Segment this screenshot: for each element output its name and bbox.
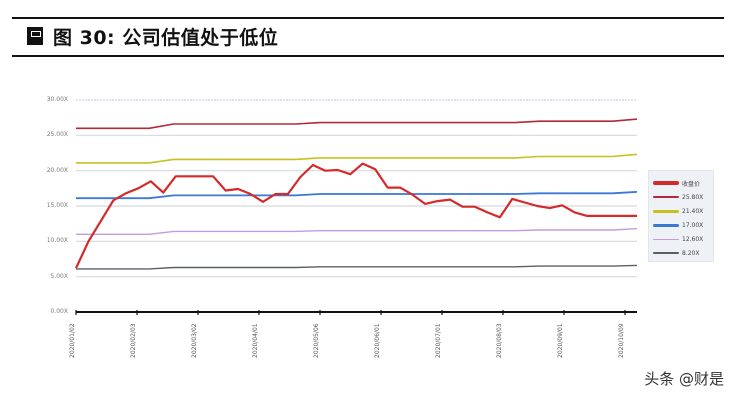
x-tick-label: 2020/08/03: [496, 323, 503, 358]
watermark: 头条 @财是: [644, 370, 724, 388]
y-tick-label: 20.00X: [46, 166, 68, 174]
figure-title: 图 30: 公司估值处于低位: [53, 23, 278, 50]
legend-item: 21.40X: [653, 204, 709, 218]
legend-swatch-icon: [653, 209, 679, 213]
chart-legend: 收盘价 25.80X 21.40X 17.00X 12.60X 8.20X: [648, 170, 714, 262]
legend-label: 12.60X: [682, 235, 704, 243]
title-top-rule: [12, 17, 724, 19]
title-bottom-rule: [12, 55, 724, 57]
series-line-pe-band: [76, 118, 638, 130]
series-line-close-price: [75, 162, 637, 269]
legend-item: 17.00X: [653, 218, 709, 232]
legend-item: 8.20X: [653, 246, 709, 260]
legend-swatch-icon: [653, 238, 679, 240]
legend-item: 12.60X: [653, 232, 709, 246]
figure-title-text: 公司估值处于低位: [122, 26, 279, 49]
y-tick-label: 25.00X: [46, 131, 68, 139]
x-tick-label: 2020/02/03: [130, 323, 137, 358]
x-tick-label: 2020/03/02: [191, 323, 198, 358]
legend-label: 收盘价: [682, 180, 701, 188]
x-tick-label: 2020/10/09: [618, 323, 625, 358]
figure-icon: [27, 27, 43, 45]
legend-swatch-icon: [653, 181, 679, 185]
legend-item: 收盘价: [653, 176, 709, 190]
x-tick-label: 2020/05/06: [313, 323, 320, 358]
figure-label: 图 30:: [53, 26, 116, 49]
series-line-pe-band: [76, 153, 638, 164]
series-line-pe-band: [76, 227, 638, 236]
legend-swatch-icon: [653, 196, 679, 198]
x-tick-label: 2020/09/01: [557, 323, 564, 358]
legend-item: 25.80X: [653, 190, 709, 204]
legend-swatch-icon: [653, 223, 679, 227]
legend-swatch-icon: [653, 252, 679, 254]
y-tick-label: 15.00X: [46, 202, 68, 209]
legend-label: 8.20X: [682, 249, 700, 257]
x-tick-label: 2020/04/01: [252, 323, 259, 358]
legend-label: 25.80X: [682, 193, 704, 201]
x-tick-label: 2020/01/02: [69, 323, 76, 358]
legend-label: 17.00X: [682, 221, 704, 229]
y-tick-label: 0.00X: [50, 308, 68, 315]
y-tick-label: 30.00X: [46, 96, 68, 103]
y-tick-label: 10.00X: [46, 237, 68, 245]
x-tick-label: 2020/07/01: [435, 323, 442, 358]
y-tick-label: 5.00X: [50, 272, 68, 280]
series-line-pe-band: [76, 191, 638, 200]
legend-label: 21.40X: [682, 207, 704, 215]
series-line-pe-band: [76, 264, 638, 270]
x-tick-label: 2020/06/01: [374, 323, 381, 358]
figure-title-bar: 图 30: 公司估值处于低位: [27, 23, 278, 50]
